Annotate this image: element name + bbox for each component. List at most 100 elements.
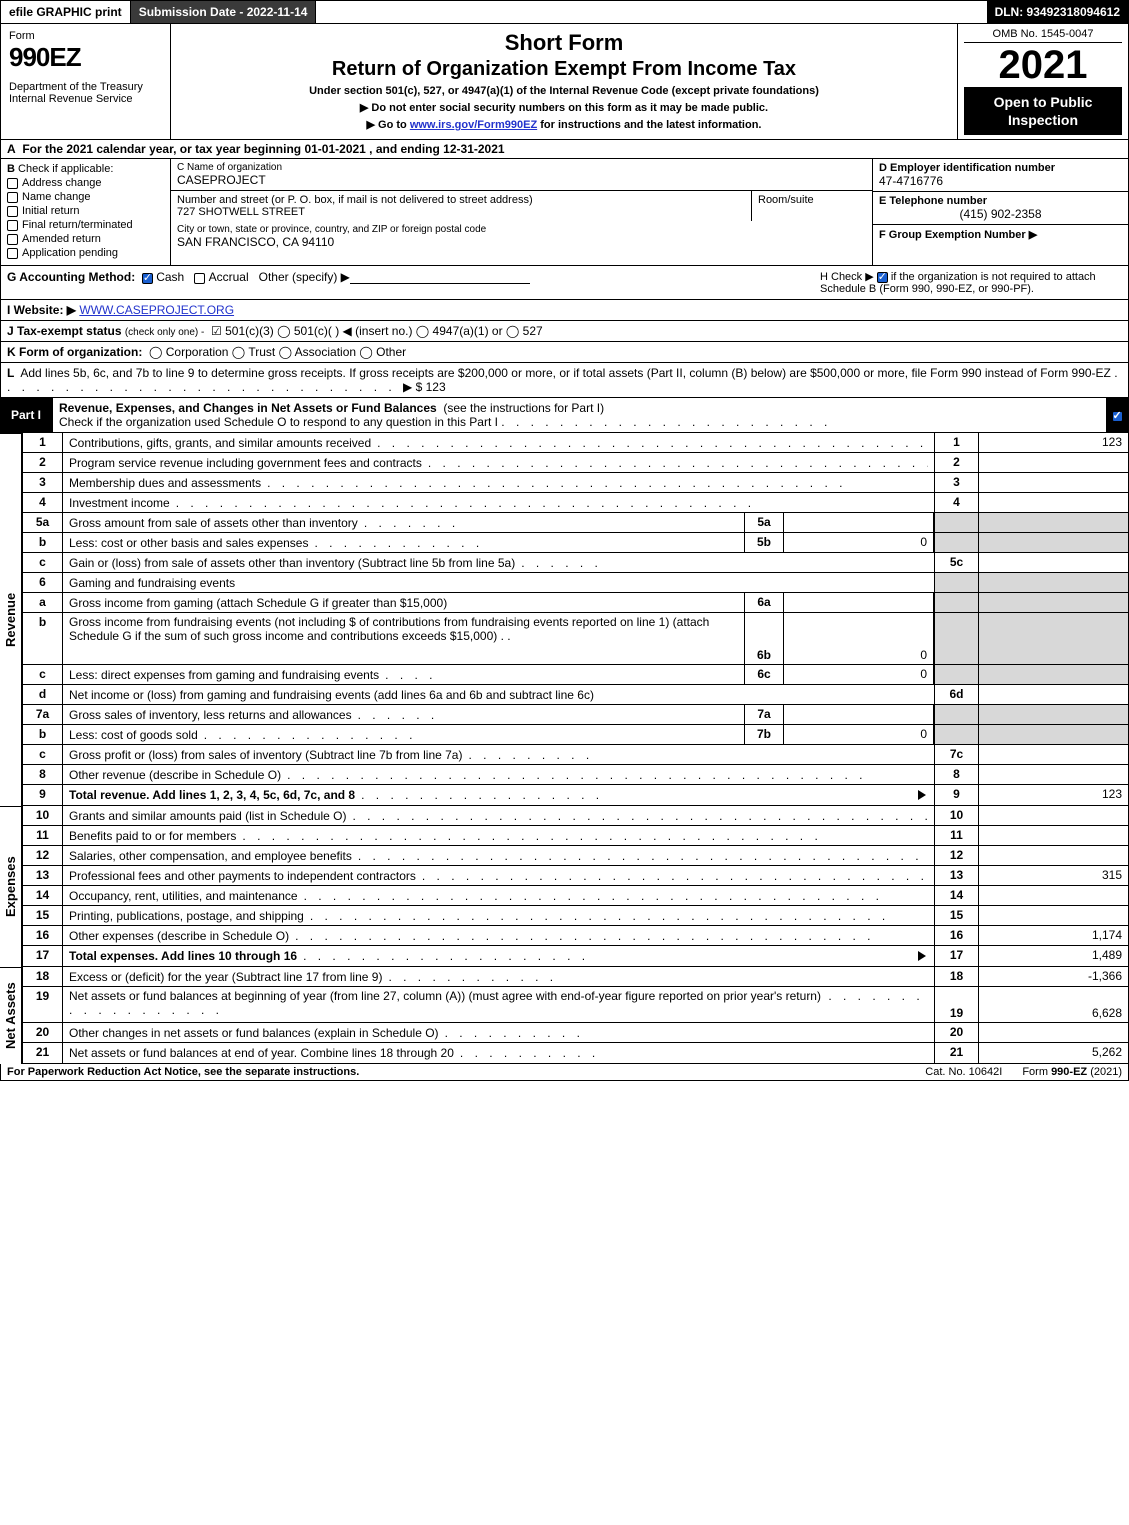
part1-title: Revenue, Expenses, and Changes in Net As… <box>51 398 1106 432</box>
footer-right-pre: Form <box>1022 1066 1051 1078</box>
line3-col: 3 <box>934 473 978 492</box>
line3-amt <box>978 473 1128 492</box>
short-form-title: Short Form <box>181 30 947 56</box>
line14-dots: . . . . . . . . . . . . . . . . . . . . … <box>298 889 928 903</box>
section-a-label: A <box>7 142 16 156</box>
chk-amended-return[interactable] <box>7 234 18 245</box>
line15-num: 15 <box>23 906 63 925</box>
expenses-table: 10 Grants and similar amounts paid (list… <box>22 806 1129 967</box>
line11-desc: Benefits paid to or for members <box>69 829 236 843</box>
line5b-sub: 5b <box>744 533 784 552</box>
chk-name-change[interactable] <box>7 192 18 203</box>
vlabel-revenue: Revenue <box>0 433 22 806</box>
part1-dots: . . . . . . . . . . . . . . . . . . . . … <box>501 415 831 429</box>
line21-desc: Net assets or fund balances at end of ye… <box>69 1046 454 1060</box>
line7a-subval <box>784 705 934 724</box>
line4-num: 4 <box>23 493 63 512</box>
line8-dots: . . . . . . . . . . . . . . . . . . . . … <box>281 768 928 782</box>
line8-num: 8 <box>23 765 63 784</box>
line5c-amt <box>978 553 1128 572</box>
line6b-desc1: Gross income from fundraising events (no… <box>69 615 356 629</box>
line6-amtshade <box>978 573 1128 592</box>
h-text1: H Check ▶ <box>820 271 874 283</box>
line21-col: 21 <box>934 1043 978 1063</box>
line15-amt <box>978 906 1128 925</box>
line6-desc: Gaming and fundraising events <box>69 576 235 590</box>
line3-dots: . . . . . . . . . . . . . . . . . . . . … <box>261 476 928 490</box>
line19-num: 19 <box>23 987 63 1022</box>
line6d-num: d <box>23 685 63 704</box>
line17-amt: 1,489 <box>978 946 1128 966</box>
section-a-text: For the 2021 calendar year, or tax year … <box>22 142 504 156</box>
irs-link[interactable]: www.irs.gov/Form990EZ <box>410 119 537 131</box>
g-other-line[interactable] <box>350 270 530 284</box>
line1-col: 1 <box>934 433 978 452</box>
goto-post: for instructions and the latest informat… <box>537 119 761 131</box>
vlabel-netassets: Net Assets <box>0 967 22 1064</box>
topbar-spacer <box>316 1 986 23</box>
lbl-final-return: Final return/terminated <box>22 219 133 231</box>
line13-num: 13 <box>23 866 63 885</box>
line11-col: 11 <box>934 826 978 845</box>
line7a-desc: Gross sales of inventory, less returns a… <box>69 708 352 722</box>
line6b-subval: 0 <box>784 613 934 664</box>
c-street-value: 727 SHOTWELL STREET <box>177 206 745 218</box>
line5c-dots: . . . . . . <box>515 556 928 570</box>
chk-schedule-b[interactable] <box>877 272 888 283</box>
line6d-amt <box>978 685 1128 704</box>
line18-col: 18 <box>934 967 978 986</box>
lbl-application-pending: Application pending <box>22 247 118 259</box>
line7c-dots: . . . . . . . . . <box>462 748 928 762</box>
chk-part1-schedule-o[interactable] <box>1112 411 1123 422</box>
line6a-subval <box>784 593 934 612</box>
footer-right-post: (2021) <box>1087 1066 1122 1078</box>
tax-year: 2021 <box>964 45 1122 85</box>
part1-paren: (see the instructions for Part I) <box>443 401 604 415</box>
line6b-colshade <box>934 613 978 664</box>
line13-dots: . . . . . . . . . . . . . . . . . . . . … <box>416 869 928 883</box>
line17-arrow-icon <box>918 951 926 961</box>
chk-cash[interactable] <box>142 273 153 284</box>
line5c-num: c <box>23 553 63 572</box>
line14-desc: Occupancy, rent, utilities, and maintena… <box>69 889 298 903</box>
website-link[interactable]: WWW.CASEPROJECT.ORG <box>79 303 234 317</box>
line8-desc: Other revenue (describe in Schedule O) <box>69 768 281 782</box>
g-label: G Accounting Method: <box>7 270 135 284</box>
line16-desc: Other expenses (describe in Schedule O) <box>69 929 289 943</box>
line15-col: 15 <box>934 906 978 925</box>
line2-amt <box>978 453 1128 472</box>
form-title: Return of Organization Exempt From Incom… <box>181 58 947 81</box>
line21-amt: 5,262 <box>978 1043 1128 1063</box>
line16-col: 16 <box>934 926 978 945</box>
chk-accrual[interactable] <box>194 273 205 284</box>
line2-dots: . . . . . . . . . . . . . . . . . . . . … <box>422 456 928 470</box>
chk-initial-return[interactable] <box>7 206 18 217</box>
line16-dots: . . . . . . . . . . . . . . . . . . . . … <box>289 929 928 943</box>
line5a-dots: . . . . . . . <box>358 516 738 530</box>
line9-dots: . . . . . . . . . . . . . . . . . <box>355 788 916 802</box>
line6d-desc: Net income or (loss) from gaming and fun… <box>69 688 594 702</box>
row-l: L Add lines 5b, 6c, and 7b to line 9 to … <box>0 363 1129 398</box>
line4-col: 4 <box>934 493 978 512</box>
l-text: Add lines 5b, 6c, and 7b to line 9 to de… <box>20 366 1111 380</box>
line4-desc: Investment income <box>69 496 170 510</box>
bullet-goto: ▶ Go to www.irs.gov/Form990EZ for instru… <box>181 118 947 131</box>
efile-print[interactable]: efile GRAPHIC print <box>1 1 131 23</box>
line5a-num: 5a <box>23 513 63 532</box>
line7a-dots: . . . . . . <box>352 708 738 722</box>
form-header: Form 990EZ Department of the Treasury In… <box>0 24 1129 140</box>
part1-header: Part I Revenue, Expenses, and Changes in… <box>0 398 1129 433</box>
form-number: 990EZ <box>9 42 162 73</box>
row-j-status: J Tax-exempt status (check only one) - ☑… <box>0 321 1129 342</box>
chk-address-change[interactable] <box>7 178 18 189</box>
open-inspection-badge: Open to Public Inspection <box>964 87 1122 135</box>
line1-num: 1 <box>23 433 63 452</box>
line20-desc: Other changes in net assets or fund bala… <box>69 1026 439 1040</box>
department-label: Department of the Treasury Internal Reve… <box>9 81 162 105</box>
line21-num: 21 <box>23 1043 63 1063</box>
line10-num: 10 <box>23 806 63 825</box>
line6a-sub: 6a <box>744 593 784 612</box>
chk-application-pending[interactable] <box>7 248 18 259</box>
chk-final-return[interactable] <box>7 220 18 231</box>
b-heading: Check if applicable: <box>18 163 113 175</box>
